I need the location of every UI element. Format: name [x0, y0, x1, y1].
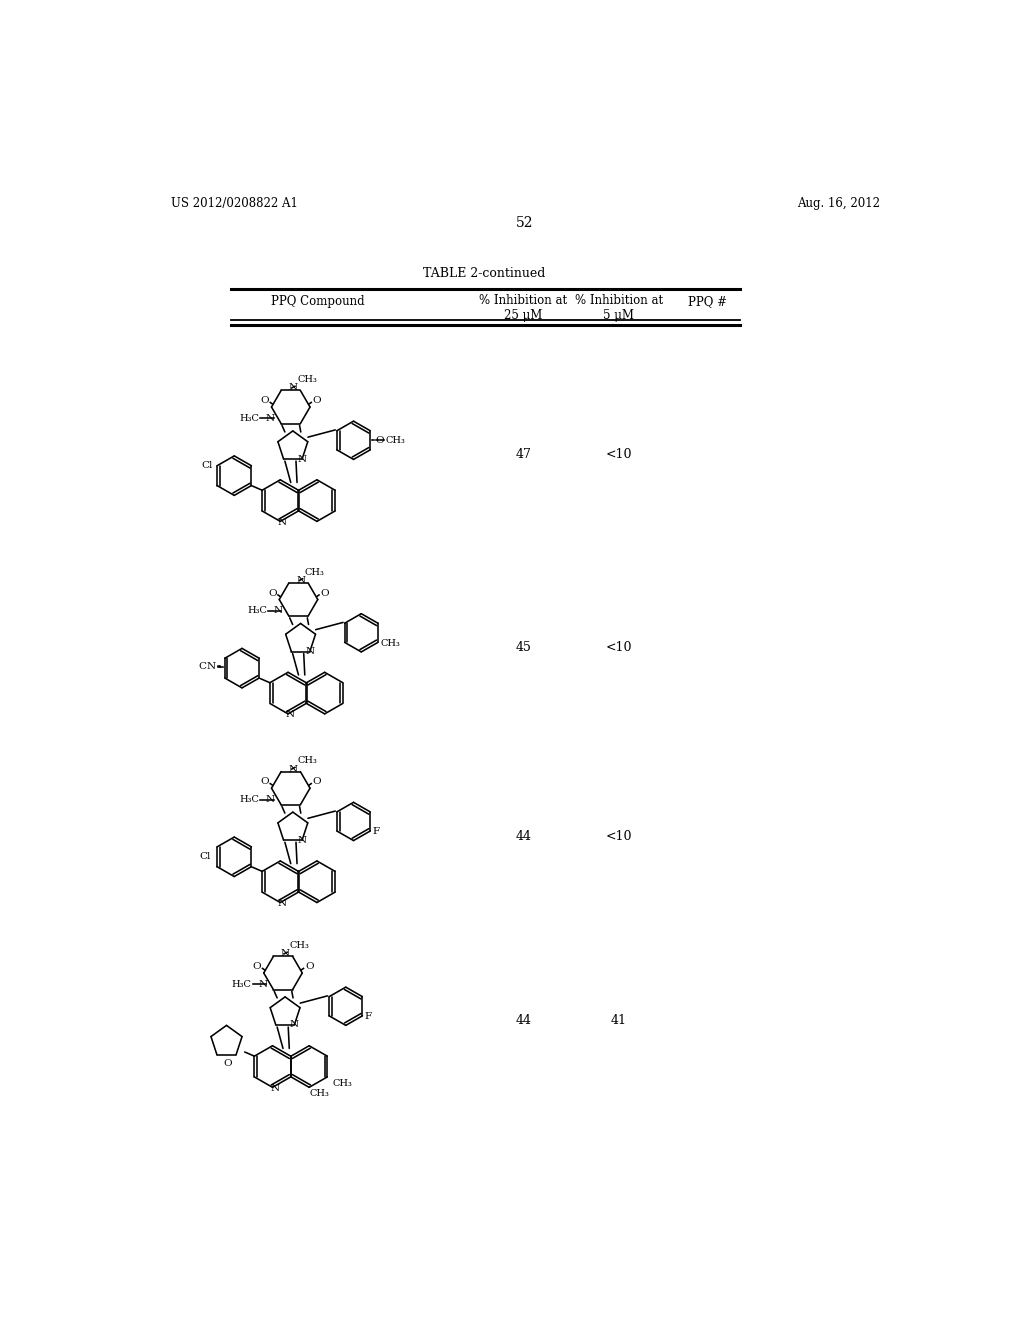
Text: <10: <10 [605, 640, 632, 653]
Text: Aug. 16, 2012: Aug. 16, 2012 [797, 197, 880, 210]
Text: 52: 52 [516, 216, 534, 230]
Text: O: O [268, 589, 276, 598]
Text: H₃C: H₃C [240, 795, 259, 804]
Text: 41: 41 [610, 1014, 627, 1027]
Text: 44: 44 [515, 1014, 531, 1027]
Text: H₃C: H₃C [240, 414, 259, 422]
Text: O: O [312, 396, 322, 405]
Text: O: O [260, 396, 268, 405]
Text: O: O [252, 962, 261, 972]
Text: C: C [198, 661, 206, 671]
Text: N: N [296, 576, 305, 585]
Text: N: N [278, 899, 287, 908]
Text: O: O [260, 777, 268, 787]
Text: CH₃: CH₃ [380, 639, 400, 648]
Text: 47: 47 [515, 449, 531, 462]
Text: O: O [305, 962, 313, 972]
Text: N: N [278, 517, 287, 527]
Text: N: N [207, 661, 216, 671]
Text: US 2012/0208822 A1: US 2012/0208822 A1 [171, 197, 298, 210]
Text: PPQ Compound: PPQ Compound [271, 296, 365, 309]
Text: CH₃: CH₃ [309, 1089, 330, 1098]
Text: Cl: Cl [200, 853, 211, 861]
Text: N: N [305, 647, 314, 656]
Text: O: O [321, 589, 329, 598]
Text: O: O [312, 777, 322, 787]
Text: N: N [289, 764, 297, 774]
Text: PPQ #: PPQ # [688, 296, 727, 309]
Text: CH₃: CH₃ [386, 436, 406, 445]
Text: H₃C: H₃C [247, 606, 267, 615]
Text: TABLE 2-continued: TABLE 2-continued [423, 267, 546, 280]
Text: <10: <10 [605, 449, 632, 462]
Text: O: O [376, 436, 384, 445]
Text: % Inhibition at
25 μM: % Inhibition at 25 μM [479, 294, 567, 322]
Text: N: N [266, 414, 275, 422]
Text: CH₃: CH₃ [289, 941, 309, 950]
Text: N: N [266, 795, 275, 804]
Text: CH₃: CH₃ [305, 568, 325, 577]
Text: F: F [373, 828, 380, 837]
Text: % Inhibition at
5 μM: % Inhibition at 5 μM [574, 294, 663, 322]
Text: H₃C: H₃C [231, 979, 252, 989]
Text: <10: <10 [605, 829, 632, 842]
Text: N: N [286, 710, 295, 719]
Text: Cl: Cl [202, 461, 213, 470]
Text: 45: 45 [515, 640, 531, 653]
Text: 44: 44 [515, 829, 531, 842]
Text: N: N [289, 383, 297, 392]
Text: N: N [290, 1020, 299, 1030]
Text: O: O [223, 1059, 232, 1068]
Text: N: N [298, 454, 307, 463]
Text: CH₃: CH₃ [297, 375, 316, 384]
Text: N: N [273, 606, 283, 615]
Text: N: N [270, 1084, 280, 1093]
Text: N: N [281, 949, 290, 958]
Text: N: N [258, 979, 267, 989]
Text: F: F [365, 1012, 372, 1022]
Text: CH₃: CH₃ [297, 756, 316, 766]
Text: N: N [298, 836, 307, 845]
Text: CH₃: CH₃ [332, 1078, 352, 1088]
